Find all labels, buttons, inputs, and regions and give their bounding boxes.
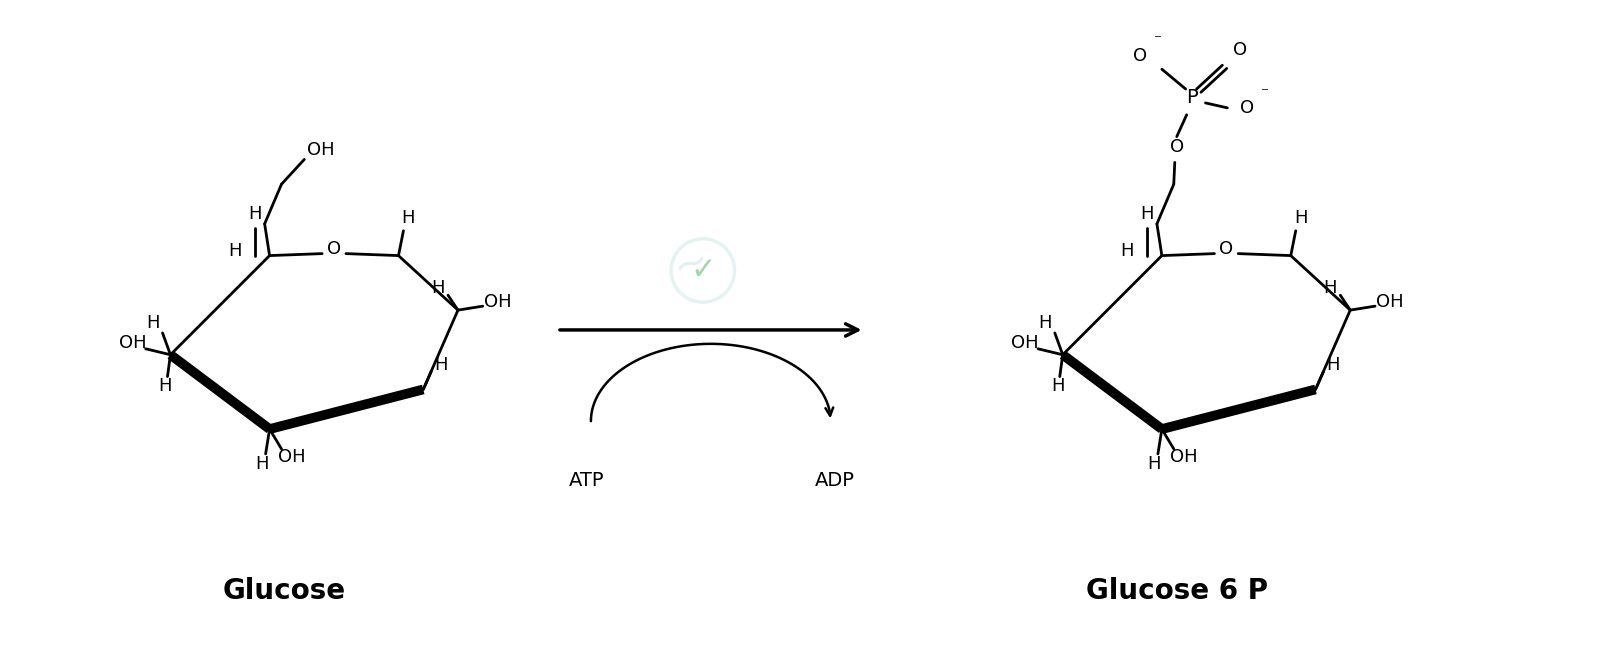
Text: OH: OH [1170, 448, 1197, 466]
Text: OH: OH [118, 334, 147, 352]
Text: H: H [1038, 314, 1051, 332]
Text: OH: OH [1376, 293, 1403, 311]
Text: H: H [432, 279, 445, 297]
Text: H: H [1051, 377, 1064, 395]
Text: H: H [402, 209, 414, 227]
Text: O: O [1234, 41, 1248, 60]
Text: H: H [1326, 356, 1341, 374]
Text: H: H [1147, 455, 1160, 473]
Text: OH: OH [1011, 334, 1038, 352]
Text: ~: ~ [667, 238, 715, 289]
Text: ATP: ATP [570, 471, 605, 490]
Text: O: O [1240, 99, 1254, 117]
Text: O: O [1170, 137, 1184, 156]
Text: H: H [248, 205, 261, 223]
Text: H: H [254, 455, 269, 473]
Text: H: H [1120, 242, 1134, 260]
Text: H: H [229, 242, 242, 260]
Text: OH: OH [307, 141, 334, 159]
Text: ✓: ✓ [690, 256, 715, 285]
Text: ⁻: ⁻ [1154, 32, 1162, 47]
Text: OH: OH [483, 293, 512, 311]
Text: O: O [1219, 240, 1234, 258]
Text: H: H [158, 377, 173, 395]
Text: Glucose 6 P: Glucose 6 P [1086, 577, 1267, 605]
Text: P: P [1186, 89, 1197, 108]
Text: O: O [326, 240, 341, 258]
Text: H: H [1141, 205, 1154, 223]
Text: ⁻: ⁻ [1261, 86, 1269, 100]
Text: H: H [146, 314, 160, 332]
Text: H: H [1294, 209, 1307, 227]
Text: ADP: ADP [814, 471, 854, 490]
Text: H: H [434, 356, 448, 374]
Text: Glucose: Glucose [222, 577, 346, 605]
Text: O: O [1133, 47, 1147, 65]
Text: OH: OH [277, 448, 306, 466]
Text: H: H [1323, 279, 1338, 297]
